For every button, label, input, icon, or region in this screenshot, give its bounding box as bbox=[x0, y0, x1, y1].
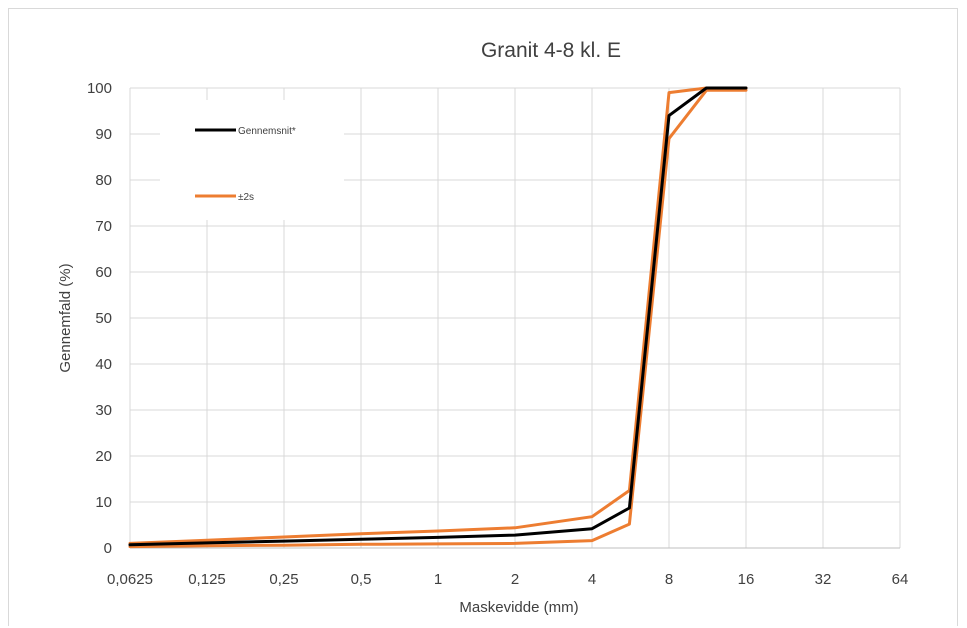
x-tick-label: 2 bbox=[511, 571, 519, 588]
x-axis-title: Maskevidde (mm) bbox=[459, 599, 578, 616]
x-tick-label: 64 bbox=[892, 571, 909, 588]
x-tick-label: 1 bbox=[434, 571, 442, 588]
x-tick-label: 0,25 bbox=[269, 571, 298, 588]
y-tick-label: 10 bbox=[95, 494, 112, 511]
series-lines bbox=[128, 86, 748, 549]
legend: Gennemsnit* ±2s bbox=[160, 100, 344, 220]
y-tick-label: 0 bbox=[104, 540, 112, 557]
legend-background bbox=[160, 100, 344, 220]
chart-frame bbox=[8, 8, 958, 626]
x-tick-label: 0,5 bbox=[351, 571, 372, 588]
y-tick-label: 20 bbox=[95, 448, 112, 465]
y-tick-label: 100 bbox=[87, 80, 112, 97]
series-line-2s-lower bbox=[128, 88, 748, 549]
y-tick-label: 60 bbox=[95, 264, 112, 281]
x-tick-label: 32 bbox=[815, 571, 832, 588]
y-tick-label: 40 bbox=[95, 356, 112, 373]
y-tick-label: 80 bbox=[95, 172, 112, 189]
y-tick-label: 50 bbox=[95, 310, 112, 327]
y-tick-label: 90 bbox=[95, 126, 112, 143]
x-tick-labels: 0,0625 0,125 0,25 0,5 1 2 4 8 16 32 64 bbox=[107, 571, 908, 588]
series-line-gennemsnit bbox=[128, 86, 748, 547]
legend-label-2s: ±2s bbox=[238, 192, 254, 203]
x-tick-label: 16 bbox=[738, 571, 755, 588]
x-tick-label: 0,125 bbox=[188, 571, 226, 588]
series-line-2s-upper bbox=[128, 86, 748, 545]
y-tick-label: 70 bbox=[95, 218, 112, 235]
y-tick-labels: 0 10 20 30 40 50 60 70 80 90 100 bbox=[87, 80, 112, 557]
y-tick-label: 30 bbox=[95, 402, 112, 419]
legend-label-gennemsnit: Gennemsnit* bbox=[238, 126, 296, 137]
x-tick-label: 0,0625 bbox=[107, 571, 153, 588]
x-tick-label: 4 bbox=[588, 571, 596, 588]
y-axis-title: Gennemfald (%) bbox=[57, 263, 74, 372]
chart-title: Granit 4-8 kl. E bbox=[481, 39, 621, 62]
x-tick-label: 8 bbox=[665, 571, 673, 588]
